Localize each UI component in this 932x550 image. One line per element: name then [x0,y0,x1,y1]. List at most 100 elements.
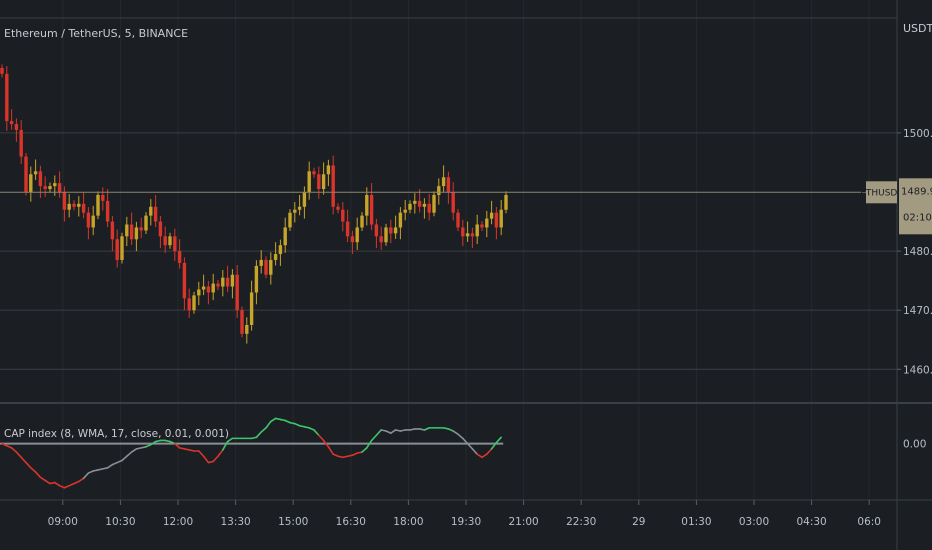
candle-body [77,203,81,207]
price-axis[interactable]: 1500.00 1480.00 1470.00 1460.00 0.00 [897,128,932,451]
candle-body [173,236,177,252]
candle-body [360,215,364,228]
candle-body [475,224,479,237]
indicator-segment [341,455,349,459]
indicator-segment [409,428,416,431]
candle-body [470,233,475,237]
candle-body [48,186,52,190]
indicator-segment [399,429,407,432]
candle-body [389,227,393,234]
candle-countdown: 02:10 [903,212,932,223]
candle-body [350,236,355,243]
indicator-segment [150,440,157,446]
candle-body [163,236,167,246]
candle-body [408,203,412,210]
indicator-segment [121,455,128,462]
candle-body [86,212,91,228]
indicator-segment [461,437,469,445]
currency-label: USDT [903,22,932,35]
indicator-segment [68,482,75,487]
candle-body [245,324,249,334]
candle-body [120,236,124,260]
candle-body [14,124,19,130]
indicator-segment [394,429,402,432]
candle-body [485,218,489,228]
candle-body [499,209,503,228]
candle-body [206,286,211,293]
candle-body [101,194,105,201]
indicator-segment [466,442,474,450]
indicator-segment [106,463,114,469]
indicator-segment [481,453,488,459]
indicator-segment [447,428,455,432]
candle-body [398,212,403,228]
symbol-badge [866,181,897,204]
candlestick-series [0,64,508,344]
candle-body [283,227,287,246]
candle-body [225,277,230,287]
symbol-title[interactable]: Ethereum / TetherUS, 5, BINANCE [4,27,188,40]
candle-body [201,286,206,290]
candle-body [67,203,71,210]
indicator-segment [457,433,464,440]
grid-lines [0,0,897,500]
candle-body [153,206,158,222]
candle-body [177,251,182,263]
indicator-segment [39,476,47,482]
candle-body [72,203,76,207]
indicator-segment [298,424,306,428]
indicator-segment [20,456,27,464]
indicator-segment [126,451,133,458]
candle-body [115,239,119,260]
candle-body [182,262,187,299]
time-tick-label: 01:30 [681,516,711,528]
candle-body [307,171,311,192]
price-badge [899,178,932,235]
candle-body [317,174,321,190]
candle-body [441,177,446,187]
indicator-segment [183,448,190,451]
time-tick-label: 12:00 [163,516,193,528]
candle-body [129,224,134,240]
indicator-segment [322,439,330,448]
candle-body [5,73,9,122]
last-price-label: ETHUSDT 1489.95 02:10 [860,178,932,235]
candle-body [341,209,345,222]
indicator-segment [337,455,344,459]
price-badge-value: 1489.95 [901,186,932,197]
indicator-segment [188,449,195,452]
candle-body [105,200,110,222]
indicator-segment [490,441,498,450]
indicator-segment [351,452,359,457]
candle-body [355,227,359,243]
indicator-title[interactable]: CAP index (8, WMA, 17, close, 0.01, 0.00… [4,428,229,440]
candle-body [24,156,28,192]
indicator-segment [78,477,85,483]
candle-body [437,186,441,195]
candle-body [259,259,263,266]
indicator-segment [58,484,66,489]
candle-body [43,186,47,190]
candle-body [187,298,191,311]
candle-body [197,289,201,296]
time-tick-label: 09:00 [48,516,78,528]
candle-body [29,174,33,192]
indicator-segment [212,455,219,463]
time-tick-label: 21:00 [508,516,538,528]
candle-body [139,227,143,231]
candle-body [379,236,383,243]
indicator-segment [452,430,459,435]
indicator-segment [174,442,181,449]
indicator-segment [29,467,37,473]
candle-body [326,165,331,175]
candle-body [494,212,499,228]
indicator-segment [370,434,378,442]
indicator-segment [130,448,138,453]
time-axis[interactable]: 09:00 10:30 12:00 13:30 15:00 16:30 18:00 19:30… [48,500,881,528]
candle-body [235,274,239,311]
indicator-segment [154,439,162,443]
candle-body [432,194,436,213]
candle-body [312,171,316,175]
candle-body [427,203,431,213]
